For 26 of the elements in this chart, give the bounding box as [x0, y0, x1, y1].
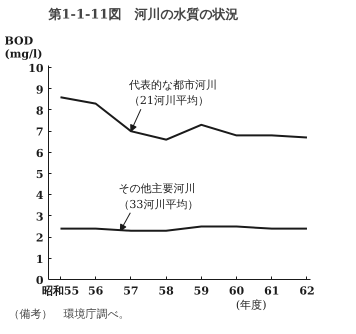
x-tick-label: 62 [299, 284, 315, 298]
y-tick-label: 2 [36, 232, 44, 245]
y-tick-label: 4 [36, 189, 44, 202]
x-tick-label: 61 [264, 284, 280, 298]
text: （備考） 環境庁調べ。 [8, 308, 130, 320]
line-series [59, 96, 308, 141]
y-tick-label: 5 [36, 168, 44, 182]
x-tick-label: 58 [158, 284, 174, 298]
x-tick-label: 57 [123, 284, 139, 298]
chart-title: 第1-1-11図 河川の水質の状況 [48, 6, 238, 22]
annotation: その他主要河川（33河川平均） [118, 182, 198, 211]
x-tick-label: 昭和55 [42, 284, 80, 298]
y-tick-label: 1 [36, 252, 44, 266]
x-tick-label: 60 [228, 284, 245, 298]
x-tick-label: 56 [88, 284, 104, 298]
y-tick-label: 3 [36, 210, 44, 224]
annotation: 代表的な都市河川（21河川平均） [128, 78, 217, 108]
y-tick-label: 0 [36, 274, 44, 287]
y-axis-title: BOD (mg/l) [4, 34, 42, 60]
y-tick-label: 7 [36, 126, 44, 139]
y-tick-label: 9 [36, 83, 44, 96]
y-tick-label: 10 [28, 62, 44, 76]
y-tick-label: 6 [36, 146, 44, 160]
x-axis-title: (年度) [236, 298, 267, 312]
x-tick-label: 59 [194, 284, 209, 298]
y-tick-label: 8 [36, 104, 44, 118]
